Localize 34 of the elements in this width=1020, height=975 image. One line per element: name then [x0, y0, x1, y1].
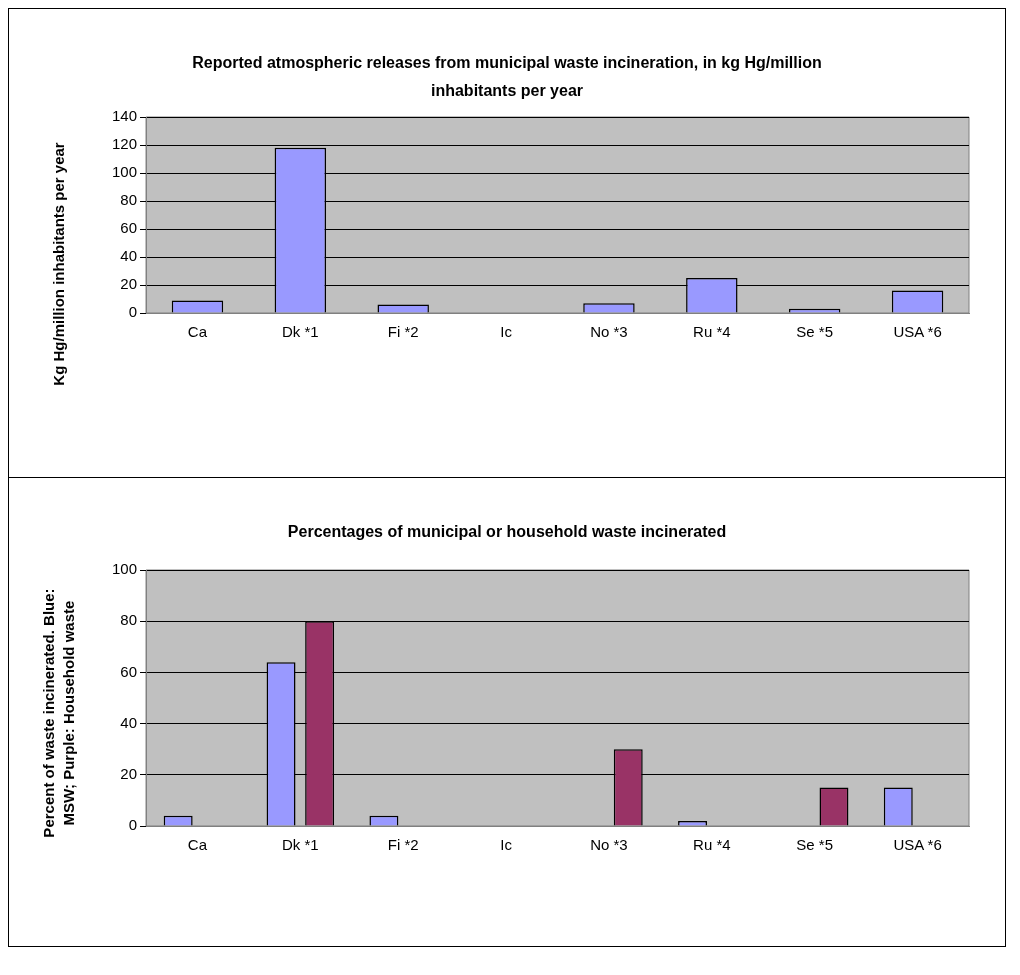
y-axis-title: Kg Hg/million inhabitants per year — [49, 141, 68, 388]
y-tick-label: 140 — [112, 107, 138, 125]
x-tick-label: Ca — [187, 836, 208, 854]
y-tick-label: 20 — [120, 764, 138, 782]
x-tick-label: USA *6 — [893, 323, 942, 341]
x-tick-label: Ru *4 — [693, 323, 731, 341]
y-tick-label: 80 — [120, 191, 138, 209]
x-tick-label: No *3 — [590, 323, 628, 341]
x-tick-label: Ic — [500, 836, 513, 854]
y-tick-label: 40 — [120, 713, 138, 731]
chart-title: Percentages of municipal or household waste incinerated — [286, 522, 728, 542]
x-tick-label: Ic — [500, 323, 513, 341]
y-tick-label: 100 — [112, 163, 138, 181]
chart-title: Reported atmospheric releases from municipal waste incineration, in kg Hg/million inhabitants per year — [191, 53, 823, 101]
y-tick-label: 60 — [120, 662, 138, 680]
x-tick-label: Ru *4 — [693, 836, 731, 854]
y-tick-label: 120 — [112, 135, 138, 153]
x-tick-label: No *3 — [590, 836, 628, 854]
x-tick-label: Se *5 — [796, 323, 834, 341]
x-tick-label: Dk *1 — [281, 323, 319, 341]
y-tick-label: 60 — [120, 219, 138, 237]
x-tick-label: Se *5 — [796, 836, 834, 854]
y-tick-label: 40 — [120, 247, 138, 265]
x-tick-label: USA *6 — [893, 836, 942, 854]
y-tick-label: 0 — [128, 816, 138, 834]
x-tick-label: Fi *2 — [387, 836, 419, 854]
y-tick-label: 0 — [128, 303, 138, 321]
y-tick-label: 20 — [120, 275, 138, 293]
y-tick-label: 100 — [112, 560, 138, 578]
y-axis-title: Percent of waste incinerated. Blue: MSW; Purple: Household waste — [39, 588, 78, 838]
x-tick-label: Dk *1 — [281, 836, 319, 854]
x-tick-label: Ca — [187, 323, 208, 341]
y-tick-label: 80 — [120, 611, 138, 629]
x-tick-label: Fi *2 — [387, 323, 419, 341]
